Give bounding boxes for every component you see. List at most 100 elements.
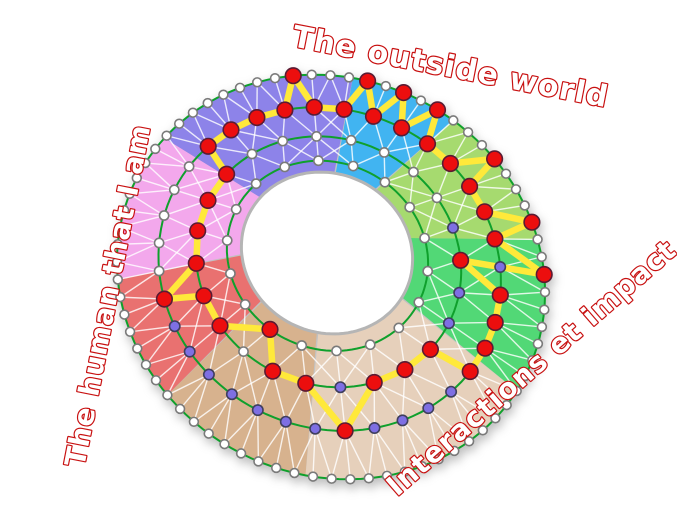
node-r3-6[interactable] [461,177,479,195]
node-r4-71[interactable] [511,385,522,397]
node-r1-7[interactable] [279,161,291,173]
node-r1-4[interactable] [379,176,391,188]
node-r4-67[interactable] [463,436,475,447]
node-r4-56[interactable] [270,462,282,474]
node-r1-3[interactable] [404,201,416,213]
node-r4-59[interactable] [326,473,337,484]
node-r4-52[interactable] [203,428,214,439]
node-r4-25[interactable] [284,67,302,85]
node-r3-21[interactable] [153,265,165,277]
node-r3-13[interactable] [276,101,294,119]
node-r1-9[interactable] [230,203,242,215]
node-r3-27[interactable] [251,404,264,417]
node-r4-30[interactable] [202,97,213,109]
node-r3-28[interactable] [279,415,292,428]
node-r1-17[interactable] [393,322,405,334]
node-r1-1[interactable] [422,265,434,277]
node-r1-0[interactable] [413,296,425,308]
sector-impact-tan-light[interactable] [305,298,517,480]
node-r4-53[interactable] [219,438,230,450]
node-r4-57[interactable] [289,467,300,479]
node-r4-10[interactable] [519,200,530,211]
node-r3-5[interactable] [476,203,494,221]
sector-outside-blue[interactable] [335,78,454,190]
node-r1-8[interactable] [250,178,262,190]
node-r2-20[interactable] [334,381,347,394]
node-r3-34[interactable] [445,385,458,398]
node-r4-65[interactable] [433,454,444,465]
node-r1-5[interactable] [347,160,359,172]
node-r3-33[interactable] [422,402,435,415]
node-r3-1[interactable] [486,313,504,332]
node-r4-12[interactable] [500,168,512,179]
node-r4-42[interactable] [112,274,124,285]
node-r3-7[interactable] [441,154,460,173]
node-r3-25[interactable] [202,368,215,381]
node-r2-4[interactable] [431,192,443,204]
node-r4-41[interactable] [111,256,123,268]
node-r4-62[interactable] [381,470,393,482]
node-r3-8[interactable] [418,135,437,153]
node-r3-12[interactable] [305,98,323,116]
node-r4-55[interactable] [253,456,264,467]
node-r4-31[interactable] [187,107,199,118]
node-r4-23[interactable] [325,70,336,81]
node-r4-70[interactable] [501,399,512,411]
node-r1-14[interactable] [296,340,308,351]
node-r1-2[interactable] [419,232,430,244]
node-r3-10[interactable] [364,107,383,125]
node-r4-44[interactable] [119,309,130,320]
node-r4-28[interactable] [234,82,246,94]
node-r2-6[interactable] [378,146,390,158]
node-r4-27[interactable] [251,77,263,88]
node-r4-20[interactable] [380,80,392,92]
node-r4-2[interactable] [532,338,544,350]
node-r4-19[interactable] [395,83,413,102]
node-r4-54[interactable] [235,448,247,459]
node-r2-9[interactable] [277,135,289,147]
node-r4-18[interactable] [415,95,427,106]
node-r4-58[interactable] [307,471,319,482]
node-r4-37[interactable] [124,188,135,200]
node-r3-30[interactable] [336,422,354,440]
node-r4-61[interactable] [363,473,375,484]
node-r4-64[interactable] [416,460,428,472]
node-r4-15[interactable] [462,126,474,138]
node-r3-14[interactable] [248,108,266,127]
node-r4-35[interactable] [140,157,151,169]
sector-impact-green[interactable] [402,238,545,391]
node-r3-22[interactable] [155,290,173,308]
node-r4-50[interactable] [174,403,186,415]
node-r2-0[interactable] [442,317,455,330]
node-r1-10[interactable] [221,234,233,246]
node-r4-32[interactable] [173,118,185,129]
node-r2-19[interactable] [297,374,315,392]
node-r4-7[interactable] [536,251,547,263]
node-r4-36[interactable] [131,172,143,184]
sector-human-red[interactable] [117,255,262,396]
node-r4-43[interactable] [115,291,126,303]
node-r4-38[interactable] [118,204,130,216]
node-r3-0[interactable] [476,339,494,357]
node-r2-17[interactable] [238,346,249,357]
node-r4-45[interactable] [124,326,136,338]
node-r2-12[interactable] [199,191,217,209]
node-r4-4[interactable] [539,304,550,315]
node-r4-49[interactable] [162,389,173,401]
node-r4-22[interactable] [343,72,355,83]
node-r3-26[interactable] [225,388,238,401]
node-r4-9[interactable] [523,213,541,231]
node-r4-6[interactable] [535,265,553,284]
node-r2-16[interactable] [211,317,229,335]
node-r4-48[interactable] [150,375,162,386]
node-r2-2[interactable] [452,251,470,269]
node-r4-0[interactable] [519,370,531,382]
node-r4-1[interactable] [527,354,538,366]
node-r1-16[interactable] [364,339,376,351]
node-r2-11[interactable] [218,165,236,183]
node-r3-20[interactable] [153,237,165,249]
node-r4-47[interactable] [140,359,152,370]
node-r1-13[interactable] [261,320,279,339]
node-r4-11[interactable] [510,184,522,195]
node-r1-12[interactable] [239,298,251,310]
